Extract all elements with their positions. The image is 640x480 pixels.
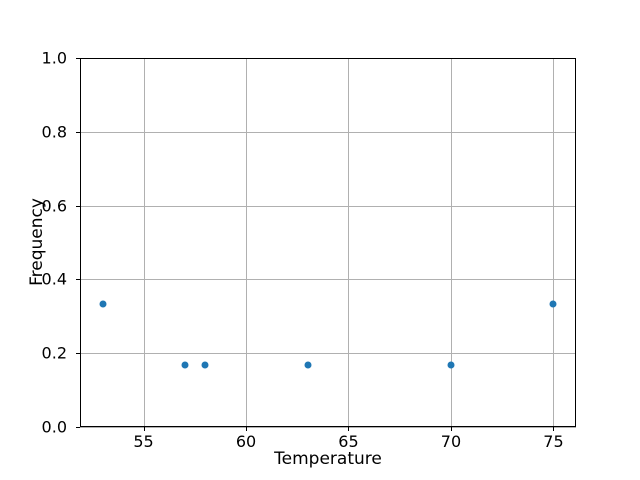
- x-tick: [246, 427, 248, 431]
- x-tick-label: 55: [133, 432, 154, 451]
- data-point: [201, 361, 209, 369]
- x-gridline: [450, 58, 452, 427]
- x-tick-label: 65: [338, 432, 359, 451]
- x-gridline: [552, 58, 554, 427]
- x-tick-label: 60: [235, 432, 257, 451]
- y-gridline: [80, 131, 576, 133]
- plot-area: [80, 58, 576, 427]
- y-tick: [76, 58, 80, 59]
- x-tick: [450, 427, 452, 431]
- x-gridline: [143, 58, 145, 427]
- y-tick: [76, 205, 80, 207]
- y-tick-label: 0.4: [41, 269, 67, 289]
- y-gridline: [80, 352, 576, 354]
- y-tick-label: 0.8: [41, 122, 67, 142]
- x-axis-label: Temperature: [274, 449, 382, 469]
- data-point: [99, 300, 107, 308]
- x-gridline: [347, 58, 349, 427]
- y-tick: [76, 353, 80, 355]
- x-gridline: [245, 58, 247, 427]
- x-tick: [143, 427, 145, 431]
- x-tick: [348, 427, 350, 431]
- y-tick-label: 0.0: [41, 417, 67, 437]
- y-gridline: [80, 426, 576, 428]
- data-point: [304, 361, 311, 369]
- y-gridline: [80, 205, 576, 207]
- y-tick: [76, 131, 80, 133]
- x-tick: [553, 427, 555, 431]
- y-gridline: [80, 278, 576, 280]
- y-tick: [76, 279, 80, 281]
- data-point: [447, 361, 455, 369]
- y-tick-label: 0.2: [41, 343, 67, 363]
- y-tick-label: 0.6: [41, 196, 67, 216]
- y-tick: [76, 427, 80, 428]
- x-tick-label: 70: [440, 432, 462, 451]
- data-point: [549, 300, 557, 308]
- x-tick-label: 75: [543, 432, 564, 451]
- data-point: [181, 361, 189, 369]
- y-tick-label: 1.0: [41, 48, 67, 68]
